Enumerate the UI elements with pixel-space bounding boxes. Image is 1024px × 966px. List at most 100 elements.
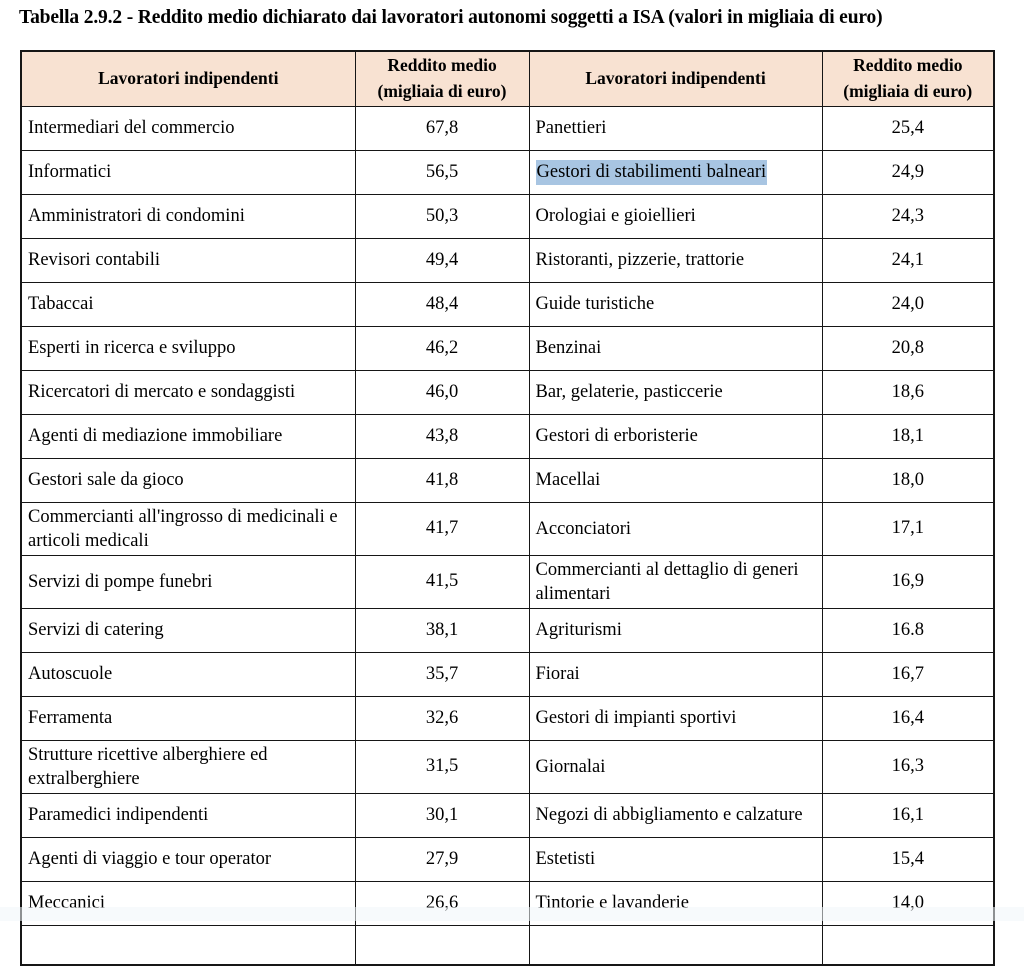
income-cell: 46,2 (354, 325, 530, 371)
occupation-cell: Benzinai (528, 325, 823, 371)
occupation-cell: Guide turistiche (528, 281, 823, 327)
occupation-cell: Ristoranti, pizzerie, trattorie (528, 237, 823, 283)
occupation-cell: Gestori sale da gioco (20, 457, 356, 503)
occupation-cell: Revisori contabili (20, 237, 356, 283)
occupation-cell: Orologiai e gioiellieri (528, 193, 823, 239)
table-row: Agenti di mediazione immobiliare 43,8 Gest… (20, 413, 995, 459)
table-row: Servizi di pompe funebri 41,5 Commercianti… (20, 554, 995, 609)
occupation-cell: Acconciatori (528, 501, 823, 556)
occupation-cell: Negozi di abbigliamento e calzature (528, 792, 823, 838)
header-row: Lavoratori indipendenti Reddito medio (m… (20, 50, 995, 107)
table-row: Informatici 56,5 Gestori di stabilimenti b… (20, 149, 995, 195)
income-cell: 17,1 (821, 501, 995, 556)
income-cell: 16,9 (821, 554, 995, 609)
income-cell: 20,8 (821, 325, 995, 371)
header-income-right: Reddito medio (migliaia di euro) (821, 50, 995, 107)
table-row: Ferramenta 32,6 Gestori di impianti sporti… (20, 695, 995, 741)
occupation-cell: Ricercatori di mercato e sondaggisti (20, 369, 356, 415)
income-cell: 35,7 (354, 651, 530, 697)
income-cell: 41,7 (354, 501, 530, 556)
table-row: Tabaccai 48,4 Guide turistiche 24,0 (20, 281, 995, 327)
table-row: Strutture ricettive alberghiere ed extra… (20, 739, 995, 794)
occupation-cell: Autoscuole (20, 651, 356, 697)
header-occupation-left: Lavoratori indipendenti (20, 50, 356, 107)
occupation-cell: Servizi di pompe funebri (20, 554, 356, 609)
income-cell: 16,7 (821, 651, 995, 697)
table-row: Revisori contabili 49,4 Ristoranti, pizzer… (20, 237, 995, 283)
income-cell: 41,8 (354, 457, 530, 503)
occupation-cell: Bar, gelaterie, pasticcerie (528, 369, 823, 415)
empty-cell (354, 924, 530, 966)
table-row: Meccanici 26,6 Tintorie e lavanderie 14,0 (20, 880, 995, 926)
income-cell: 41,5 (354, 554, 530, 609)
income-cell: 30,1 (354, 792, 530, 838)
occupation-cell: Tintorie e lavanderie (528, 880, 823, 926)
header-income-left: Reddito medio (migliaia di euro) (354, 50, 530, 107)
occupation-cell: Agenti di mediazione immobiliare (20, 413, 356, 459)
table-body: Intermediari del commercio 67,8 Panettieri… (20, 105, 995, 966)
income-cell: 18,6 (821, 369, 995, 415)
income-cell: 48,4 (354, 281, 530, 327)
income-cell: 31,5 (354, 739, 530, 794)
table-row: Gestori sale da gioco 41,8 Macellai 18,0 (20, 457, 995, 503)
table-header: Lavoratori indipendenti Reddito medio (m… (20, 50, 995, 107)
table-row: Paramedici indipendenti 30,1 Negozi di abb… (20, 792, 995, 838)
income-cell: 16.8 (821, 607, 995, 653)
income-cell: 32,6 (354, 695, 530, 741)
income-cell: 67,8 (354, 105, 530, 151)
occupation-cell: Gestori di stabilimenti balneari (528, 149, 823, 195)
table-row: Ricercatori di mercato e sondaggisti 46,0… (20, 369, 995, 415)
header-occupation-right: Lavoratori indipendenti (528, 50, 823, 107)
occupation-cell: Commercianti al dettaglio di generi alim… (528, 554, 823, 609)
occupation-cell: Meccanici (20, 880, 356, 926)
table-row: Amministratori di condomini 50,3 Orologiai… (20, 193, 995, 239)
occupation-cell: Paramedici indipendenti (20, 792, 356, 838)
table-row-partial (20, 924, 995, 966)
occupation-cell: Agenti di viaggio e tour operator (20, 836, 356, 882)
empty-cell (20, 924, 356, 966)
occupation-cell: Strutture ricettive alberghiere ed extra… (20, 739, 356, 794)
occupation-cell: Gestori di impianti sportivi (528, 695, 823, 741)
empty-cell (821, 924, 995, 966)
table-row: Esperti in ricerca e sviluppo 46,2 Benzina… (20, 325, 995, 371)
occupation-cell: Ferramenta (20, 695, 356, 741)
income-cell: 24,3 (821, 193, 995, 239)
income-cell: 16,4 (821, 695, 995, 741)
income-cell: 14,0 (821, 880, 995, 926)
occupation-cell: Fiorai (528, 651, 823, 697)
occupation-cell: Agriturismi (528, 607, 823, 653)
table-row: Commercianti all'ingrosso di medicinali … (20, 501, 995, 556)
income-cell: 26,6 (354, 880, 530, 926)
table-row: Autoscuole 35,7 Fiorai 16,7 (20, 651, 995, 697)
occupation-cell: Amministratori di condomini (20, 193, 356, 239)
income-cell: 15,4 (821, 836, 995, 882)
income-cell: 25,4 (821, 105, 995, 151)
income-cell: 56,5 (354, 149, 530, 195)
occupation-cell: Gestori di erboristerie (528, 413, 823, 459)
occupation-cell: Commercianti all'ingrosso di medicinali … (20, 501, 356, 556)
occupation-cell: Giornalai (528, 739, 823, 794)
occupation-cell: Servizi di catering (20, 607, 356, 653)
occupation-cell: Tabaccai (20, 281, 356, 327)
income-cell: 43,8 (354, 413, 530, 459)
occupation-cell: Esperti in ricerca e sviluppo (20, 325, 356, 371)
occupation-cell: Informatici (20, 149, 356, 195)
table-title: Tabella 2.9.2 - Reddito medio dichiarato… (19, 7, 883, 28)
empty-cell (528, 924, 823, 966)
income-cell: 46,0 (354, 369, 530, 415)
income-cell: 49,4 (354, 237, 530, 283)
occupation-cell: Intermediari del commercio (20, 105, 356, 151)
occupation-cell: Macellai (528, 457, 823, 503)
income-cell: 38,1 (354, 607, 530, 653)
income-table: Lavoratori indipendenti Reddito medio (m… (20, 50, 995, 966)
income-cell: 50,3 (354, 193, 530, 239)
income-cell: 24,0 (821, 281, 995, 327)
income-cell: 18,0 (821, 457, 995, 503)
income-cell: 16,3 (821, 739, 995, 794)
income-cell: 18,1 (821, 413, 995, 459)
income-cell: 24,9 (821, 149, 995, 195)
income-cell: 24,1 (821, 237, 995, 283)
occupation-cell: Panettieri (528, 105, 823, 151)
occupation-cell: Estetisti (528, 836, 823, 882)
selected-text: Gestori di stabilimenti balneari (535, 159, 768, 185)
